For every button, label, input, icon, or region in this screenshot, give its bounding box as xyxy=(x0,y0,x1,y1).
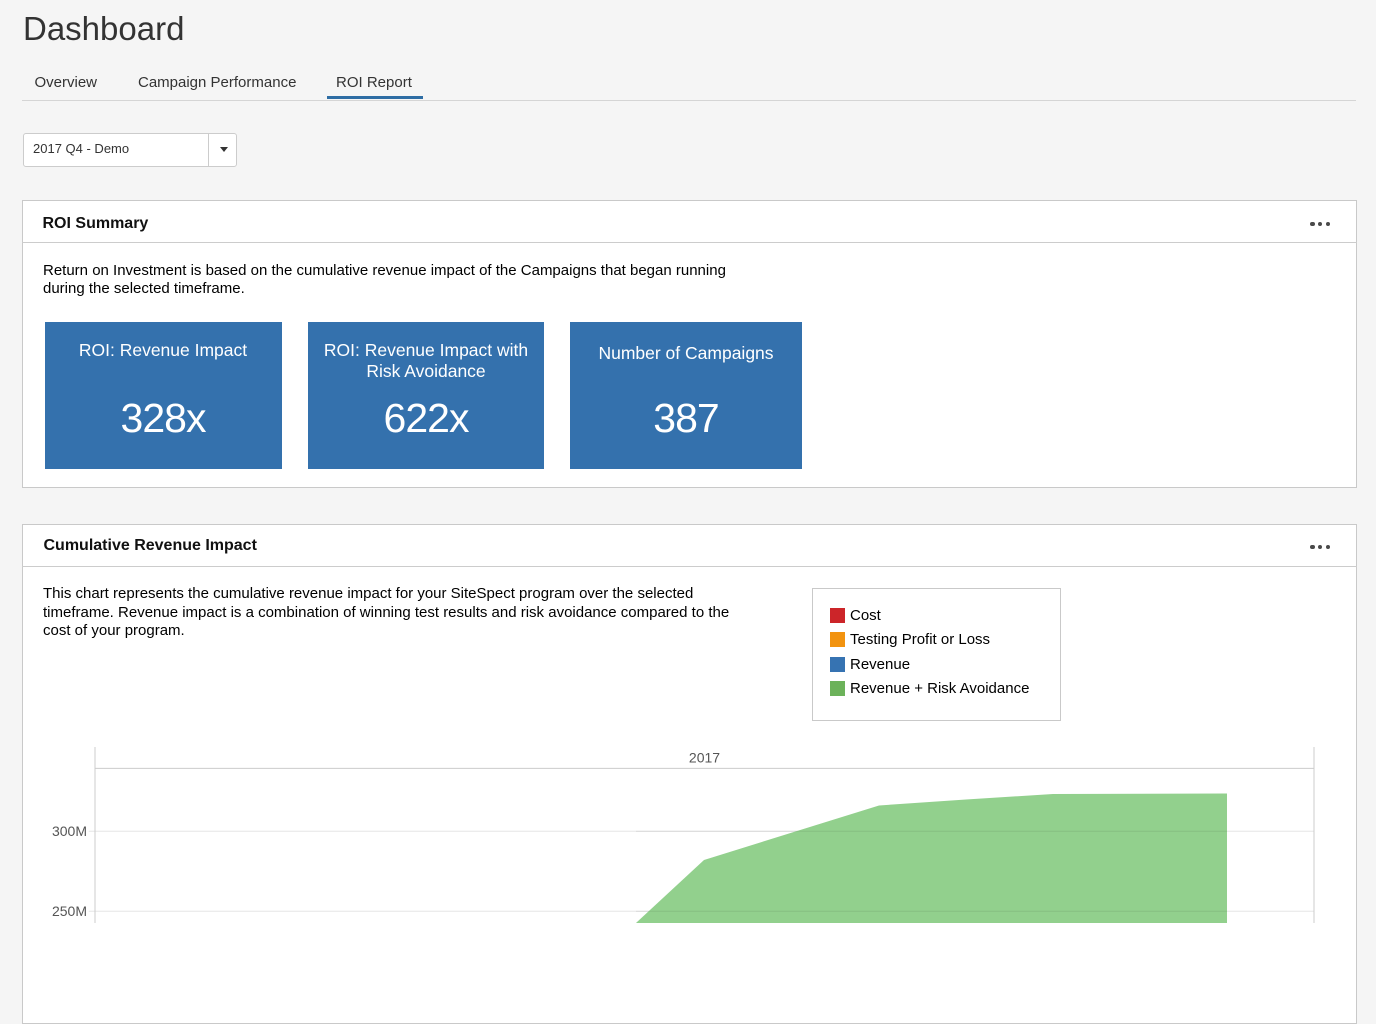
svg-text:300M: 300M xyxy=(52,823,87,839)
svg-text:2017: 2017 xyxy=(689,750,720,766)
svg-text:250M: 250M xyxy=(52,903,87,919)
